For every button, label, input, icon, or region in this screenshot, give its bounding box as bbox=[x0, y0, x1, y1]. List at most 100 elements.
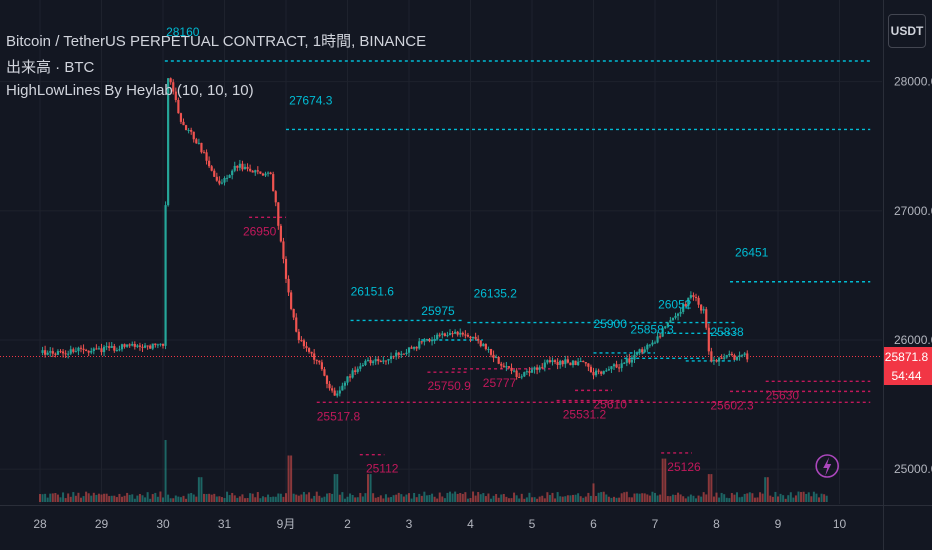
bar-countdown-tag: 54:44 bbox=[884, 366, 932, 385]
volume-bar bbox=[397, 492, 400, 502]
volume-bar bbox=[356, 497, 359, 502]
volume-bar bbox=[495, 494, 498, 502]
volume-bar bbox=[87, 493, 90, 502]
candle-body bbox=[302, 340, 306, 347]
candle-body bbox=[331, 388, 334, 391]
volume-bar bbox=[643, 493, 646, 502]
volume-bar bbox=[69, 496, 72, 502]
volume-bar bbox=[710, 474, 713, 502]
symbol-legend[interactable]: Bitcoin / TetherUS PERPETUAL CONTRACT, 1… bbox=[6, 33, 427, 50]
candle-body bbox=[79, 347, 83, 349]
candle-body bbox=[138, 345, 142, 347]
candle-body bbox=[684, 304, 687, 307]
volume-bar bbox=[825, 495, 828, 502]
volume-legend[interactable]: 出来高 · BTC bbox=[6, 59, 95, 76]
volume-bar bbox=[807, 492, 810, 502]
volume-bar bbox=[287, 455, 290, 502]
candle-body bbox=[384, 360, 388, 362]
volume-bar bbox=[44, 493, 47, 502]
volume-bar bbox=[679, 494, 682, 502]
candle-body bbox=[610, 366, 613, 370]
volume-bar bbox=[213, 493, 216, 502]
candle-body bbox=[220, 182, 224, 184]
time-tick-label: 6 bbox=[590, 517, 597, 531]
candle-body bbox=[520, 376, 523, 378]
volume-bar bbox=[559, 496, 562, 502]
candle-body bbox=[592, 372, 595, 376]
candle-body bbox=[202, 152, 206, 154]
volume-bar bbox=[121, 496, 123, 502]
volume-bar bbox=[282, 496, 285, 502]
volume-bar bbox=[244, 498, 246, 502]
volume-bar bbox=[697, 495, 700, 502]
candle-body bbox=[274, 191, 277, 203]
volume-bar bbox=[533, 497, 536, 502]
volume-bar bbox=[518, 498, 521, 502]
candle-body bbox=[656, 336, 659, 343]
volume-bar bbox=[628, 497, 631, 502]
candle-body bbox=[433, 339, 436, 341]
candle-body bbox=[254, 170, 257, 173]
volume-bar bbox=[630, 497, 633, 502]
volume-bar bbox=[687, 496, 690, 502]
candle-body bbox=[723, 357, 726, 359]
candle-body bbox=[205, 152, 208, 161]
volume-bar bbox=[92, 492, 95, 502]
candle-body bbox=[538, 367, 541, 370]
volume-bar bbox=[454, 491, 457, 502]
currency-unit-button[interactable]: USDT bbox=[888, 14, 926, 48]
candle-body bbox=[333, 390, 336, 396]
candle-body bbox=[95, 348, 98, 350]
candle-body bbox=[259, 171, 262, 174]
volume-bar bbox=[382, 498, 385, 502]
candle-body bbox=[313, 353, 316, 360]
high-level-label: 26151.6 bbox=[351, 284, 395, 298]
candle-body bbox=[541, 367, 544, 369]
candle-body bbox=[351, 370, 354, 378]
volume-bar bbox=[597, 492, 600, 502]
volume-bar bbox=[715, 492, 718, 502]
volume-bar bbox=[46, 497, 49, 502]
candle-body bbox=[612, 364, 616, 367]
candle-body bbox=[372, 361, 375, 364]
candle-body bbox=[146, 345, 149, 347]
candle-body bbox=[179, 113, 183, 122]
candle-body bbox=[108, 346, 111, 348]
volume-bar bbox=[172, 498, 175, 502]
volume-bar bbox=[131, 494, 134, 502]
volume-bar bbox=[472, 491, 475, 502]
volume-bar bbox=[241, 494, 244, 502]
time-tick-label: 8 bbox=[713, 517, 720, 531]
candle-body bbox=[120, 344, 124, 350]
volume-bar bbox=[738, 497, 741, 502]
candle-body bbox=[184, 125, 188, 131]
volume-bar bbox=[377, 497, 380, 502]
volume-bar bbox=[300, 494, 303, 502]
candle-body bbox=[415, 346, 418, 349]
volume-bar bbox=[174, 495, 177, 502]
candle-body bbox=[90, 351, 93, 353]
volume-bar bbox=[367, 474, 369, 502]
candle-body bbox=[471, 336, 475, 339]
volume-bar bbox=[805, 493, 808, 502]
candle-body bbox=[651, 342, 654, 345]
candle-body bbox=[249, 168, 252, 171]
volume-bar bbox=[510, 498, 513, 502]
volume-bar bbox=[264, 497, 267, 502]
candle-body bbox=[151, 343, 154, 349]
candle-body bbox=[743, 353, 746, 355]
volume-bar bbox=[82, 496, 85, 502]
candle-body bbox=[208, 160, 211, 167]
volume-bar bbox=[295, 494, 298, 502]
indicator-legend[interactable]: HighLowLines By Heylab (10, 10, 10) bbox=[6, 82, 254, 99]
volume-bar bbox=[574, 494, 577, 502]
high-level-label: 27674.3 bbox=[289, 93, 333, 107]
volume-bar bbox=[818, 497, 820, 502]
candle-body bbox=[177, 100, 180, 114]
candle-body bbox=[97, 348, 101, 350]
candle-body bbox=[505, 366, 508, 368]
candle-body bbox=[725, 355, 728, 358]
candle-body bbox=[348, 376, 352, 378]
volume-bar bbox=[97, 493, 100, 502]
